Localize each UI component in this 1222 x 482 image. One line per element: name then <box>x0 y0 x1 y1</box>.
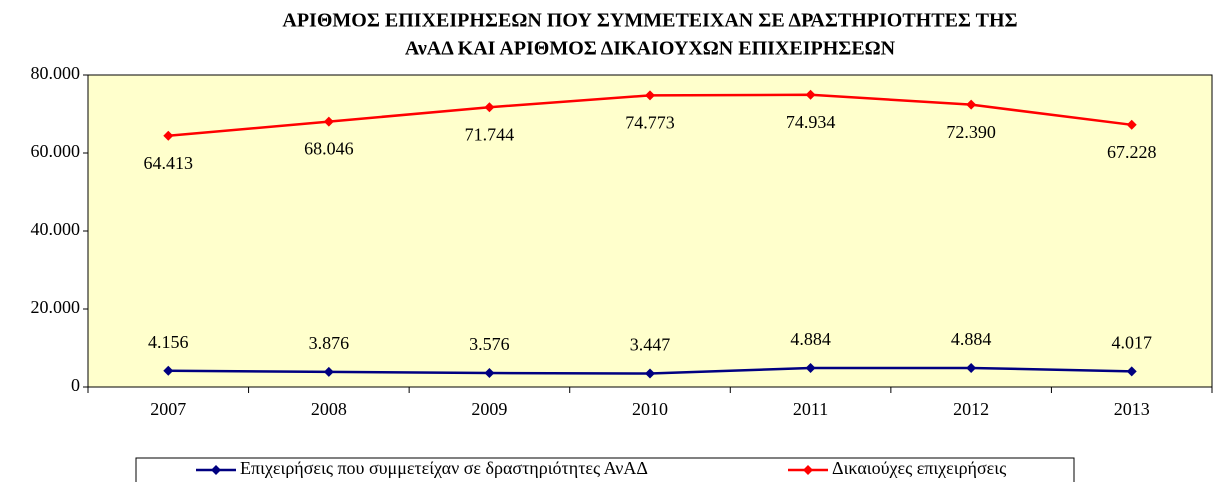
data-label: 68.046 <box>304 139 354 159</box>
data-label: 3.576 <box>469 334 510 354</box>
marker <box>805 89 816 100</box>
chart-title: ΑνΑΔ ΚΑΙ ΑΡΙΘΜΟΣ ΔΙΚΑΙΟΥΧΩΝ ΕΠΙΧΕΙΡΗΣΕΩΝ <box>405 38 896 60</box>
legend-marker <box>211 465 221 475</box>
data-label: 4.884 <box>790 329 831 349</box>
marker <box>163 365 174 376</box>
legend-box <box>135 457 1075 482</box>
data-label: 4.884 <box>951 329 992 349</box>
x-tick-label: 2011 <box>793 399 828 419</box>
y-tick-label: 0 <box>71 375 80 395</box>
data-label: 4.156 <box>148 332 189 352</box>
data-label: 74.934 <box>786 112 836 132</box>
marker <box>645 368 655 379</box>
legend-label: Επιχειρήσεις που συμμετείχαν σε δραστηρι… <box>240 458 648 478</box>
marker <box>805 362 816 373</box>
data-label: 71.744 <box>465 124 515 144</box>
data-label: 3.876 <box>309 333 350 353</box>
marker <box>966 362 977 373</box>
data-label: 3.447 <box>630 335 671 355</box>
y-tick-label: 80.000 <box>31 63 81 83</box>
data-label: 67.228 <box>1107 142 1157 162</box>
chart-title: ΑΡΙΘΜΟΣ ΕΠΙΧΕΙΡΗΣΕΩΝ ΠΟΥ ΣΥΜΜΕΤΕΙΧΑΝ ΣΕ … <box>282 10 1017 32</box>
data-label: 74.773 <box>625 113 675 133</box>
data-label: 4.017 <box>1111 332 1152 352</box>
marker <box>645 90 655 101</box>
legend-marker <box>803 465 813 475</box>
marker <box>1126 119 1137 130</box>
marker <box>484 102 495 113</box>
y-tick-label: 20.000 <box>31 297 81 317</box>
marker <box>966 99 977 110</box>
marker <box>323 366 334 377</box>
marker <box>1126 366 1137 377</box>
y-tick-label: 40.000 <box>31 219 81 239</box>
data-label: 72.390 <box>946 122 996 142</box>
x-tick-label: 2007 <box>150 399 186 419</box>
y-tick-label: 60.000 <box>31 141 81 161</box>
x-tick-label: 2008 <box>311 399 347 419</box>
x-tick-label: 2013 <box>1114 399 1150 419</box>
marker <box>163 130 174 141</box>
legend-label: Δικαιούχες επιχειρήσεις <box>832 458 1006 478</box>
x-tick-label: 2010 <box>632 399 668 419</box>
x-tick-label: 2012 <box>953 399 989 419</box>
marker <box>484 368 495 379</box>
data-label: 64.413 <box>144 153 194 173</box>
marker <box>323 116 334 127</box>
x-tick-label: 2009 <box>471 399 507 419</box>
